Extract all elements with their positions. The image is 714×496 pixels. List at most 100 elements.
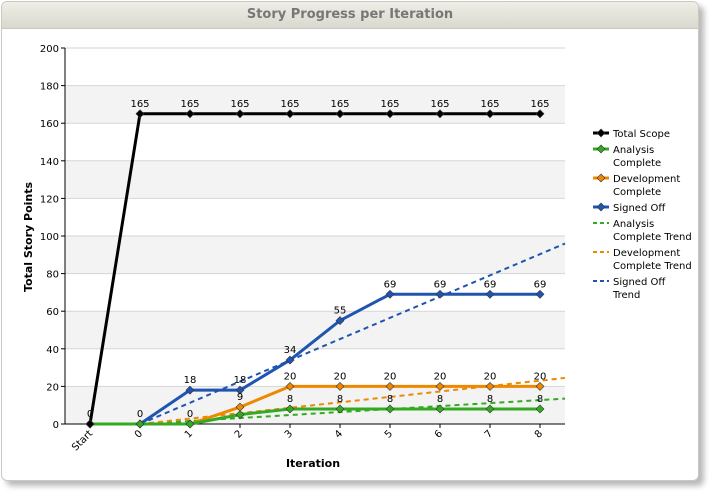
series-markers <box>85 109 545 429</box>
data-labels: 0 165 165 165 165 165 165 165 165 165 8 8 8 8 8 8 0 9 20 20… <box>87 99 550 420</box>
data-point <box>185 109 195 119</box>
data-point <box>285 404 295 414</box>
data-label: 8 <box>437 394 443 405</box>
data-point <box>285 109 295 119</box>
data-point <box>485 289 495 299</box>
y-tick-label: 180 <box>40 82 59 93</box>
data-label: 20 <box>284 371 297 382</box>
data-point <box>435 289 445 299</box>
data-label: 8 <box>537 394 543 405</box>
data-label: 20 <box>334 371 347 382</box>
data-label: 55 <box>334 306 347 317</box>
data-label: 165 <box>180 99 199 110</box>
data-label: 69 <box>484 279 497 290</box>
y-tick-label: 200 <box>40 44 59 55</box>
data-point <box>435 381 445 391</box>
legend-label: Complete Trend <box>613 232 692 243</box>
y-axis-ticks: 0 20 40 60 80 100 120 140 160 180 200 <box>40 44 65 431</box>
data-point <box>235 385 245 395</box>
data-point <box>435 109 445 119</box>
legend-swatch-marker <box>596 128 606 138</box>
series-line <box>88 112 540 425</box>
data-label: 165 <box>480 99 499 110</box>
y-tick-label: 100 <box>40 232 59 243</box>
legend-label: Complete Trend <box>613 261 692 272</box>
x-tick-label: 8 <box>533 428 545 440</box>
legend-label: Signed Off <box>613 203 666 214</box>
legend-item: Total Scope <box>593 128 670 140</box>
legend-label: Signed Off <box>613 277 666 288</box>
legend-item: Signed Off Trend <box>593 277 666 301</box>
data-label: 165 <box>130 99 149 110</box>
y-tick-label: 60 <box>46 307 59 318</box>
y-tick-label: 120 <box>40 194 59 205</box>
x-tick-label: 6 <box>433 428 445 440</box>
data-point <box>435 404 445 414</box>
data-label: 165 <box>530 99 549 110</box>
data-label: 0 <box>87 409 93 420</box>
data-point <box>285 381 295 391</box>
y-tick-label: 160 <box>40 119 59 130</box>
data-point <box>385 404 395 414</box>
legend-item: Development Complete <box>593 173 680 198</box>
y-tick-label: 20 <box>46 382 59 393</box>
data-label: 8 <box>337 394 343 405</box>
data-label: 0 <box>187 409 193 420</box>
legend-label: Total Scope <box>612 129 670 140</box>
data-point <box>185 385 195 395</box>
y-axis-title: Total Story Points <box>22 182 35 293</box>
data-label: 165 <box>230 99 249 110</box>
trend-lines <box>139 242 566 425</box>
data-point <box>235 109 245 119</box>
legend-label: Complete <box>613 187 661 198</box>
data-label: 69 <box>434 279 447 290</box>
data-label: 165 <box>430 99 449 110</box>
x-axis-title: Iteration <box>286 457 340 470</box>
data-point <box>485 109 495 119</box>
legend-label: Trend <box>612 290 640 301</box>
x-tick-label: 5 <box>383 428 395 440</box>
data-label: 8 <box>487 394 493 405</box>
legend-item: Signed Off <box>593 202 666 214</box>
legend-item: Analysis Complete <box>593 144 661 169</box>
x-tick-label: 4 <box>333 428 345 440</box>
data-label: 0 <box>137 409 143 420</box>
data-label: 165 <box>280 99 299 110</box>
data-point <box>485 381 495 391</box>
legend-swatch-marker <box>596 144 606 154</box>
data-label: 20 <box>384 371 397 382</box>
data-point <box>535 381 545 391</box>
y-tick-label: 80 <box>46 270 59 281</box>
data-point <box>535 404 545 414</box>
data-point <box>385 289 395 299</box>
data-point <box>535 109 545 119</box>
series-line <box>90 292 540 426</box>
grid-band <box>65 160 565 199</box>
series-lines <box>88 112 540 426</box>
x-tick-label: 1 <box>183 428 195 440</box>
data-point <box>335 109 345 119</box>
x-tick-label: 3 <box>283 428 295 440</box>
data-label: 69 <box>384 279 397 290</box>
grid-band <box>65 311 565 349</box>
legend-label: Analysis <box>613 219 654 230</box>
data-point <box>135 419 145 429</box>
legend-label: Analysis <box>613 145 654 156</box>
x-tick-label: 7 <box>483 428 495 440</box>
trend-line <box>139 242 566 425</box>
data-label: 8 <box>287 394 293 405</box>
data-point <box>85 419 95 429</box>
data-label: 8 <box>387 394 393 405</box>
trend-line <box>139 397 566 425</box>
legend: Total Scope Analysis Complete Development Co… <box>593 128 692 301</box>
grid-band <box>65 236 565 274</box>
x-tick-label: Start <box>70 428 95 453</box>
legend-label: Development <box>613 248 680 259</box>
data-point <box>335 404 345 414</box>
data-point <box>385 109 395 119</box>
chart-title: Story Progress per Iteration <box>2 2 698 29</box>
data-point <box>235 410 245 420</box>
data-point <box>535 289 545 299</box>
data-point <box>385 381 395 391</box>
